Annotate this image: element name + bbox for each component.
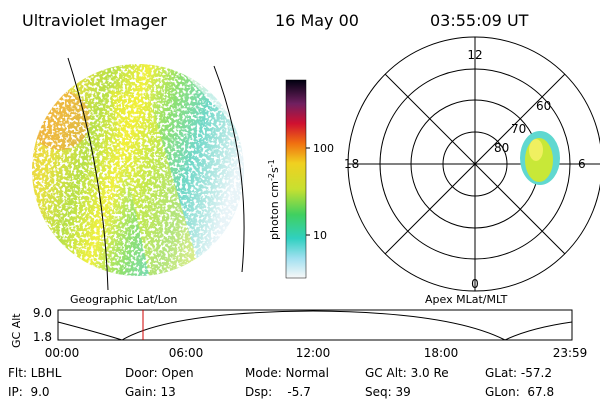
polar-labels: 12 18 6 0 60 70 80 [344, 48, 586, 291]
x-tick: 00:00 [45, 346, 80, 360]
map-label: Geographic Lat/Lon [70, 293, 177, 306]
x-tick: 06:00 [169, 346, 204, 360]
info-field: GLat: -57.2 [485, 366, 552, 380]
y-tick: 9.0 [33, 306, 52, 320]
info-field: Flt: LBHL [8, 366, 62, 380]
hour-label: 6 [578, 157, 586, 171]
colorbar-label: photon cm-2s-1 [267, 159, 281, 240]
hour-label: 0 [471, 277, 479, 291]
x-tick: 12:00 [296, 346, 331, 360]
auroral-image [32, 64, 244, 276]
y-tick: 1.8 [33, 330, 52, 344]
time: 03:55:09 UT [430, 11, 529, 30]
polar-grid [347, 36, 600, 292]
x-ticks: 00:00 06:00 12:00 18:00 23:59 [45, 346, 588, 360]
colorbar-tick: 10 [313, 229, 327, 242]
altitude-frame [57, 309, 573, 341]
instrument: Ultraviolet Imager [22, 11, 167, 30]
y-label: GC Alt [10, 313, 23, 348]
lat-label: 80 [494, 141, 509, 155]
map-label: Apex MLat/MLT [425, 293, 508, 306]
oval [529, 139, 543, 161]
info-field: Seq: 39 [365, 385, 411, 399]
info-panel: Flt: LBHL Door: Open Mode: Normal GC Alt: 3… [8, 366, 554, 399]
info-field: GC Alt: 3.0 Re [365, 366, 449, 380]
info-field: Door: Open [125, 366, 194, 380]
altitude-curve [57, 310, 573, 341]
colorbar [285, 79, 307, 279]
x-tick: 18:00 [424, 346, 459, 360]
hour-label: 18 [344, 157, 359, 171]
info-field: IP: 9.0 [8, 385, 50, 399]
longitude-line [67, 57, 109, 291]
x-tick: 23:59 [553, 346, 588, 360]
date: 16 May 00 [275, 11, 359, 30]
lat-label: 60 [536, 99, 551, 113]
info-field: Mode: Normal [245, 366, 329, 380]
longitude-line [213, 65, 245, 273]
hour-label: 12 [467, 48, 482, 62]
lat-label: 70 [511, 122, 526, 136]
info-field: GLon: 67.8 [485, 385, 554, 399]
colorbar-tick: 100 [313, 142, 334, 155]
info-field: Dsp: -5.7 [245, 385, 311, 399]
info-field: Gain: 13 [125, 385, 176, 399]
